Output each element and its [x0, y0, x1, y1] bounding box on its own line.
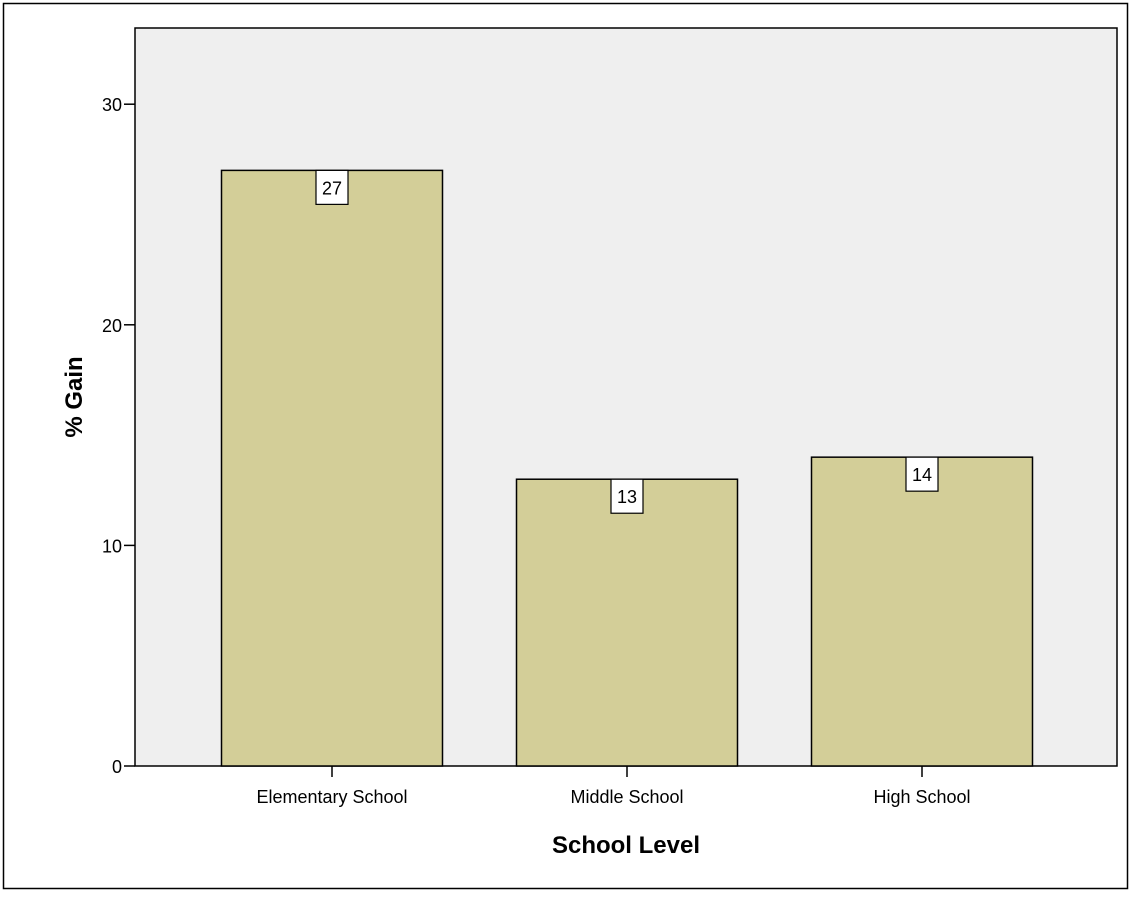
- x-axis-title: School Level: [552, 832, 700, 859]
- bar: [220, 169, 444, 767]
- y-axis: 0 10 20 30: [102, 95, 135, 777]
- bar: [810, 456, 1034, 767]
- bar: [515, 478, 739, 767]
- bars: 27 13 14: [220, 169, 1034, 767]
- data-label-box: [610, 478, 644, 514]
- x-tick-label: High School: [873, 787, 970, 807]
- data-label: 14: [912, 465, 932, 485]
- x-axis: Elementary School Middle School High Schoo…: [256, 766, 971, 807]
- y-tick-label: 30: [102, 95, 122, 115]
- x-tick-label: Middle School: [570, 787, 683, 807]
- data-label-box: [315, 169, 349, 205]
- y-tick-label: 0: [112, 757, 122, 777]
- data-label-box: [905, 456, 939, 492]
- x-tick-label: Elementary School: [256, 787, 407, 807]
- data-label: 27: [322, 178, 342, 198]
- data-label: 13: [617, 487, 637, 507]
- y-axis-title: % Gain: [61, 356, 88, 437]
- y-tick-label: 10: [102, 536, 122, 556]
- y-tick-label: 20: [102, 316, 122, 336]
